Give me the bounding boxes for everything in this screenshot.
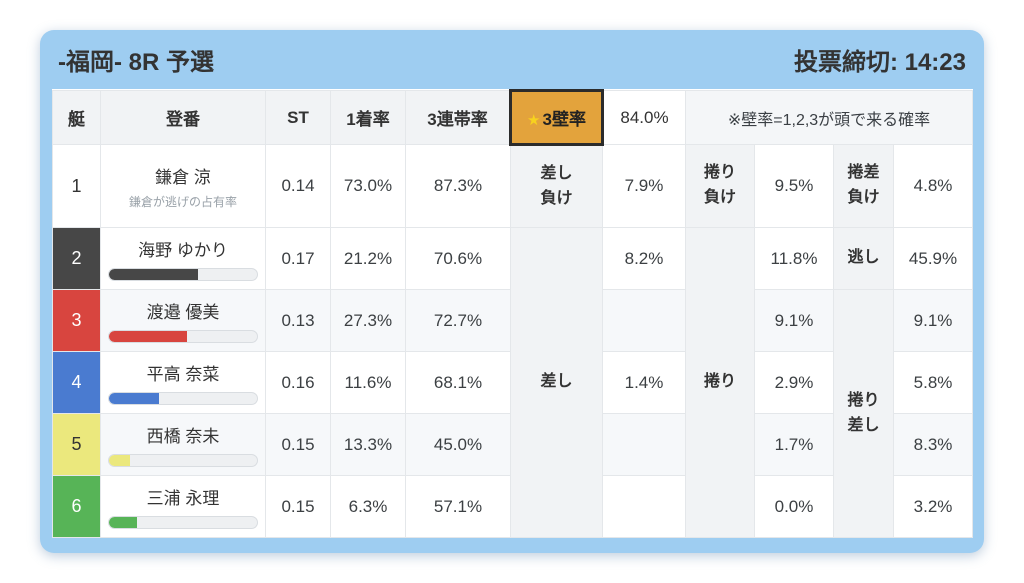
- racer-cell: 海野 ゆかり: [100, 227, 266, 290]
- makurizashi-value: 8.3%: [892, 413, 974, 476]
- st-value: 0.17: [265, 227, 331, 290]
- wall-rate-label: 3壁率: [542, 110, 586, 129]
- racer-cell: 平高 奈菜: [100, 351, 266, 414]
- boat-number: 1: [52, 144, 101, 228]
- racer-name: 三浦 永理: [146, 489, 220, 508]
- makuri-make-label: 捲り 負け: [685, 144, 755, 228]
- share-bar: [108, 392, 258, 405]
- race-table: 艇 登番 ST 1着率 3連帯率 ★ 3壁率 84.0% ※壁率=1,2,3が頭で…: [52, 89, 974, 538]
- win-rate-value: 6.3%: [330, 475, 406, 538]
- table-row: 1 鎌倉 涼 鎌倉が逃げの占有率 0.14 73.0% 87.3% 差し 負け …: [52, 144, 974, 228]
- makurizashi-merged-label: 捲り 差し: [833, 289, 894, 538]
- wall-rate-value: 84.0%: [602, 90, 686, 145]
- makuri-value: 0.0%: [754, 475, 834, 538]
- table-row: 6 三浦 永理 0.15 6.3% 57.1% 0.0% 3.2%: [52, 475, 974, 538]
- racer-name: 西橋 奈未: [146, 427, 220, 446]
- col-header-boat: 艇: [52, 90, 101, 145]
- table-row: 4 平高 奈菜 0.16 11.6% 68.1% 1.4% 2.9% 5.8%: [52, 351, 974, 414]
- top3-rate-value: 57.1%: [405, 475, 511, 538]
- boat-number: 4: [52, 351, 101, 414]
- makurizashi-value: 5.8%: [892, 351, 974, 414]
- win-rate-value: 73.0%: [330, 144, 406, 228]
- racer-name: 海野 ゆかり: [138, 241, 228, 260]
- top3-rate-value: 72.7%: [405, 289, 511, 352]
- share-bar-fill: [109, 517, 138, 528]
- sashi-value: 8.2%: [602, 227, 686, 290]
- racer-name: 鎌倉 涼: [155, 167, 211, 187]
- share-bar-fill: [109, 393, 160, 404]
- table-row: 3 渡邉 優美 0.13 27.3% 72.7% 9.1% 捲り 差し 9.1%: [52, 289, 974, 538]
- top3-rate-value: 68.1%: [405, 351, 511, 414]
- st-value: 0.15: [265, 475, 331, 538]
- sashi-merged-label: 差し: [510, 227, 603, 538]
- nigashi-value: 45.9%: [892, 227, 974, 290]
- share-bar-fill: [109, 269, 198, 280]
- makuri-make-value: 9.5%: [754, 144, 834, 228]
- top3-rate-value: 70.6%: [405, 227, 511, 290]
- col-header-st: ST: [265, 90, 331, 145]
- share-bar: [108, 268, 258, 281]
- makurizashi-value: 3.2%: [892, 475, 974, 538]
- star-icon: ★: [527, 112, 541, 129]
- col-header-top3-rate: 3連帯率: [405, 90, 511, 145]
- makuri-value: 9.1%: [754, 289, 834, 352]
- win-rate-value: 11.6%: [330, 351, 406, 414]
- share-bar-fill: [109, 331, 188, 342]
- racer-cell: 三浦 永理: [100, 475, 266, 538]
- makuri-merged-label: 捲り: [685, 227, 755, 538]
- top3-rate-value: 87.3%: [405, 144, 511, 228]
- wall-rate-note: ※壁率=1,2,3が頭で来る確率: [684, 90, 974, 145]
- share-bar: [108, 516, 258, 529]
- makuri-value: 2.9%: [754, 351, 834, 414]
- racer-subtext: 鎌倉が逃げの占有率: [128, 194, 237, 209]
- sashi-make-label: 差し 負け: [510, 144, 603, 228]
- col-header-win-rate: 1着率: [330, 90, 406, 145]
- col-header-racer: 登番: [100, 90, 266, 145]
- page-title: -福岡- 8R 予選: [58, 49, 214, 76]
- boat-number: 3: [52, 289, 101, 352]
- share-bar-fill: [109, 455, 130, 466]
- makuri-value: 1.7%: [754, 413, 834, 476]
- st-value: 0.16: [265, 351, 331, 414]
- racer-cell: 鎌倉 涼 鎌倉が逃げの占有率: [100, 144, 266, 228]
- win-rate-value: 13.3%: [330, 413, 406, 476]
- sashi-value: [602, 289, 686, 352]
- makurizashi-value: 9.1%: [892, 289, 974, 352]
- sashi-value: 1.4%: [602, 351, 686, 414]
- boat-number: 6: [52, 475, 101, 538]
- share-bar: [108, 330, 258, 343]
- racer-cell: 西橋 奈未: [100, 413, 266, 476]
- racer-name: 平高 奈菜: [146, 365, 220, 384]
- win-rate-value: 21.2%: [330, 227, 406, 290]
- makurizashi-make-value: 4.8%: [892, 144, 974, 228]
- win-rate-value: 27.3%: [330, 289, 406, 352]
- race-card: -福岡- 8R 予選 投票締切: 14:23 艇 登番 ST 1着率 3連帯率 …: [40, 30, 984, 553]
- sashi-make-value: 7.9%: [602, 144, 686, 228]
- nigashi-label: 逃し: [833, 227, 894, 290]
- racer-name: 渡邉 優美: [146, 303, 220, 322]
- card-header: -福岡- 8R 予選 投票締切: 14:23: [52, 30, 972, 89]
- racer-cell: 渡邉 優美: [100, 289, 266, 352]
- st-value: 0.14: [265, 144, 331, 228]
- boat-number: 5: [52, 413, 101, 476]
- table-header-row: 艇 登番 ST 1着率 3連帯率 ★ 3壁率 84.0% ※壁率=1,2,3が頭で…: [52, 89, 974, 146]
- vote-deadline: 投票締切: 14:23: [793, 49, 966, 76]
- table-row: 2 海野 ゆかり 0.17 21.2% 70.6% 差し 8.2% 捲り 11.…: [52, 227, 974, 538]
- sashi-value: [602, 475, 686, 538]
- sashi-value: [602, 413, 686, 476]
- st-value: 0.13: [265, 289, 331, 352]
- makuri-value: 11.8%: [754, 227, 834, 290]
- boat-number: 2: [52, 227, 101, 290]
- st-value: 0.15: [265, 413, 331, 476]
- makurizashi-make-label: 捲差 負け: [833, 144, 894, 228]
- top3-rate-value: 45.0%: [405, 413, 511, 476]
- share-bar: [108, 454, 258, 467]
- wall-rate-chip[interactable]: ★ 3壁率: [509, 89, 604, 146]
